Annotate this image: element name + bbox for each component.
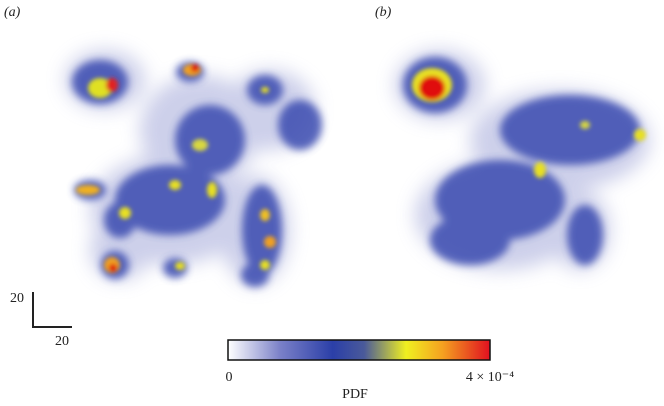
colorbar-label: PDF: [342, 387, 368, 402]
scale-bar-lines: [32, 292, 72, 328]
colorbar-ramp: [227, 339, 491, 361]
panel-label: (b): [375, 5, 392, 20]
scale-bar-label: 20: [10, 291, 24, 306]
density-map-b: [395, 50, 650, 270]
colorbar: 0 4 × 10⁻⁴ PDF: [226, 339, 514, 402]
scale-bar-label: 20: [55, 334, 69, 349]
colorbar-min: 0: [226, 370, 233, 385]
scale-bar: 20 20: [10, 291, 72, 349]
panel-label: (a): [4, 5, 21, 20]
colorbar-max: 4 × 10⁻⁴: [466, 370, 514, 385]
density-map-a: [65, 50, 322, 287]
